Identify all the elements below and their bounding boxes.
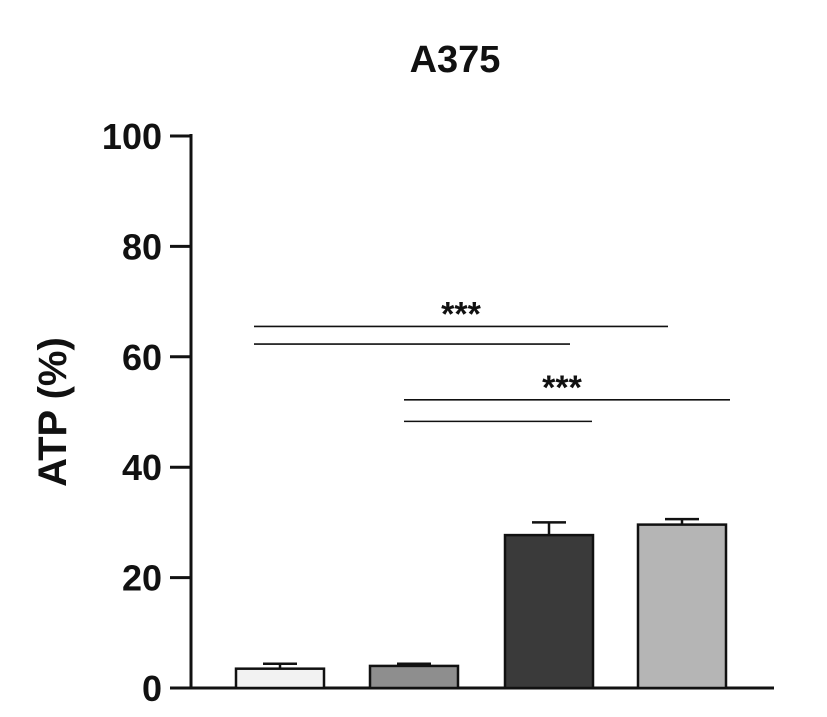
y-tick-label: 100	[102, 116, 162, 157]
bar	[636, 523, 728, 690]
bar	[503, 533, 595, 690]
y-axis-label: ATP (%)	[31, 337, 75, 487]
y-axis-ticks: 0 20 40 60 80 100	[102, 116, 191, 709]
y-tick-label: 20	[122, 558, 162, 599]
bar	[368, 664, 460, 690]
significance-group: *** ***	[254, 295, 730, 423]
bar	[234, 667, 326, 690]
y-tick-label: 40	[122, 447, 162, 488]
y-tick-label: 80	[122, 226, 162, 267]
y-tick-label: 60	[122, 337, 162, 378]
chart-title: A375	[410, 39, 501, 81]
significance-label: ***	[542, 369, 582, 407]
y-tick-label: 0	[142, 668, 162, 709]
significance-label: ***	[441, 295, 481, 333]
bars-group	[234, 517, 728, 690]
